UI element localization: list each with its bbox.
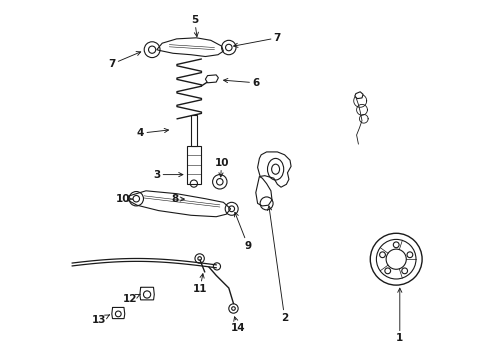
Text: 11: 11 xyxy=(193,274,207,294)
Polygon shape xyxy=(258,152,291,187)
Polygon shape xyxy=(256,176,272,206)
Text: 10: 10 xyxy=(115,194,133,204)
Polygon shape xyxy=(140,287,154,300)
Polygon shape xyxy=(355,92,363,99)
Text: 1: 1 xyxy=(396,288,403,343)
Polygon shape xyxy=(112,307,125,319)
Polygon shape xyxy=(157,38,223,57)
Text: 6: 6 xyxy=(223,78,259,88)
Polygon shape xyxy=(191,115,196,146)
Text: 10: 10 xyxy=(214,158,229,177)
Text: 9: 9 xyxy=(234,212,251,251)
Text: 14: 14 xyxy=(230,317,245,333)
Text: 12: 12 xyxy=(123,294,141,304)
Polygon shape xyxy=(205,75,219,83)
Text: 13: 13 xyxy=(92,315,109,325)
Text: 4: 4 xyxy=(137,128,169,138)
Text: 2: 2 xyxy=(268,206,288,323)
Text: 5: 5 xyxy=(191,15,198,37)
Text: 7: 7 xyxy=(108,51,141,69)
Text: 3: 3 xyxy=(153,170,183,180)
Text: 8: 8 xyxy=(171,194,184,204)
Polygon shape xyxy=(128,191,231,217)
Polygon shape xyxy=(187,146,201,184)
Text: 7: 7 xyxy=(234,33,281,48)
